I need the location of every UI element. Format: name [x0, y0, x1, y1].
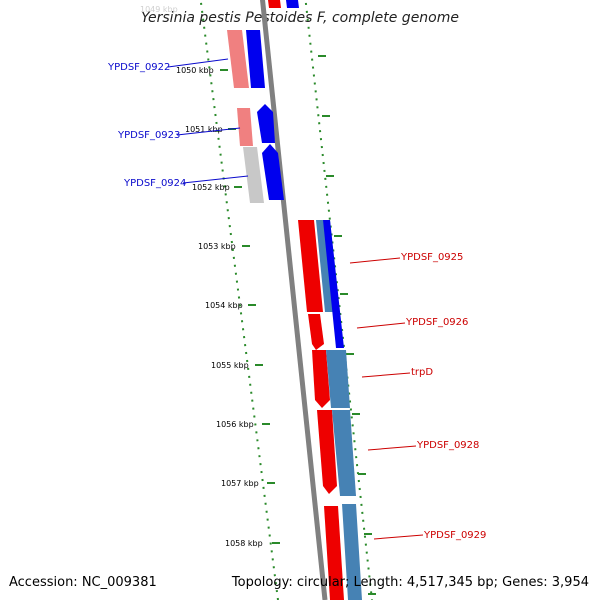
kbp-label: 1051 kbp: [185, 125, 223, 134]
right-dotted-boundary: [304, 0, 373, 600]
gene-label-trpd[interactable]: trpD: [411, 367, 433, 378]
gene-label-ypdsf-0923[interactable]: YPDSF_0923: [117, 130, 180, 141]
kbp-label: 1052 kbp: [192, 183, 230, 192]
kbp-tick-faded-label: 1049 kbp: [140, 5, 178, 14]
gene-label-ypdsf-0922[interactable]: YPDSF_0922: [107, 62, 170, 73]
gene-ypdsf-0928-cds[interactable]: [332, 410, 356, 496]
leader-line: [182, 175, 249, 184]
gene-ypdsf-0923-cds[interactable]: [237, 108, 253, 146]
genome-summary-text: Topology: circular; Length: 4,517,345 bp…: [231, 575, 589, 590]
gene-label-ypdsf-0925[interactable]: YPDSF_0925: [400, 252, 463, 263]
gene-label-ypdsf-0926[interactable]: YPDSF_0926: [405, 317, 468, 328]
gene-ypdsf-0926-arrow[interactable]: [323, 220, 344, 348]
kbp-label: 1057 kbp: [221, 479, 259, 488]
leader-line: [349, 257, 401, 264]
accession-text: Accession: NC_009381: [9, 575, 157, 590]
leader-line: [167, 58, 229, 68]
gene-label-ypdsf-0924[interactable]: YPDSF_0924: [123, 178, 186, 189]
gene-partial-top-blue[interactable]: [286, 0, 299, 8]
leader-line: [361, 372, 411, 378]
gene-ypdsf-0922-arrow[interactable]: [246, 30, 265, 88]
kbp-label: 1056 kbp: [216, 420, 254, 429]
leader-line: [356, 322, 406, 329]
kbp-labels: 1050 kbp 1051 kbp 1052 kbp 1053 kbp 1054…: [176, 66, 263, 548]
right-tick-marks: [318, 55, 376, 595]
kbp-label: 1053 kbp: [198, 242, 236, 251]
gene-partial-top-red[interactable]: [268, 0, 281, 8]
kbp-label: 1050 kbp: [176, 66, 214, 75]
gene-ypdsf-0928-red[interactable]: [317, 410, 337, 494]
gene-ypdsf-0924-arrow[interactable]: [262, 144, 284, 200]
leader-line: [176, 127, 241, 136]
gene-label-ypdsf-0928[interactable]: YPDSF_0928: [416, 440, 479, 451]
kbp-label: 1054 kbp: [205, 301, 243, 310]
gene-ypdsf-0929-red[interactable]: [324, 506, 344, 600]
map-title: Yersinia pestis Pestoides F, complete ge…: [141, 10, 459, 26]
gene-ypdsf-0923-arrow[interactable]: [257, 104, 275, 143]
kbp-label: 1058 kbp: [225, 539, 263, 548]
leader-line: [367, 445, 417, 451]
gene-trpd-cds[interactable]: [326, 350, 350, 408]
gene-trpd-red[interactable]: [312, 350, 330, 408]
gene-ypdsf-0926-red[interactable]: [308, 314, 324, 350]
gene-ypdsf-0929-cds[interactable]: [342, 504, 362, 600]
gene-label-ypdsf-0929[interactable]: YPDSF_0929: [423, 530, 486, 541]
gene-ypdsf-0922-cds[interactable]: [227, 30, 249, 88]
chromosome-backbone: [260, 0, 328, 600]
left-dotted-boundary: [199, 0, 279, 600]
kbp-label: 1055 kbp: [211, 361, 249, 370]
gene-ypdsf-0925-red[interactable]: [298, 220, 323, 312]
gene-ypdsf-0924-cds[interactable]: [243, 147, 264, 203]
leader-line: [373, 534, 424, 540]
